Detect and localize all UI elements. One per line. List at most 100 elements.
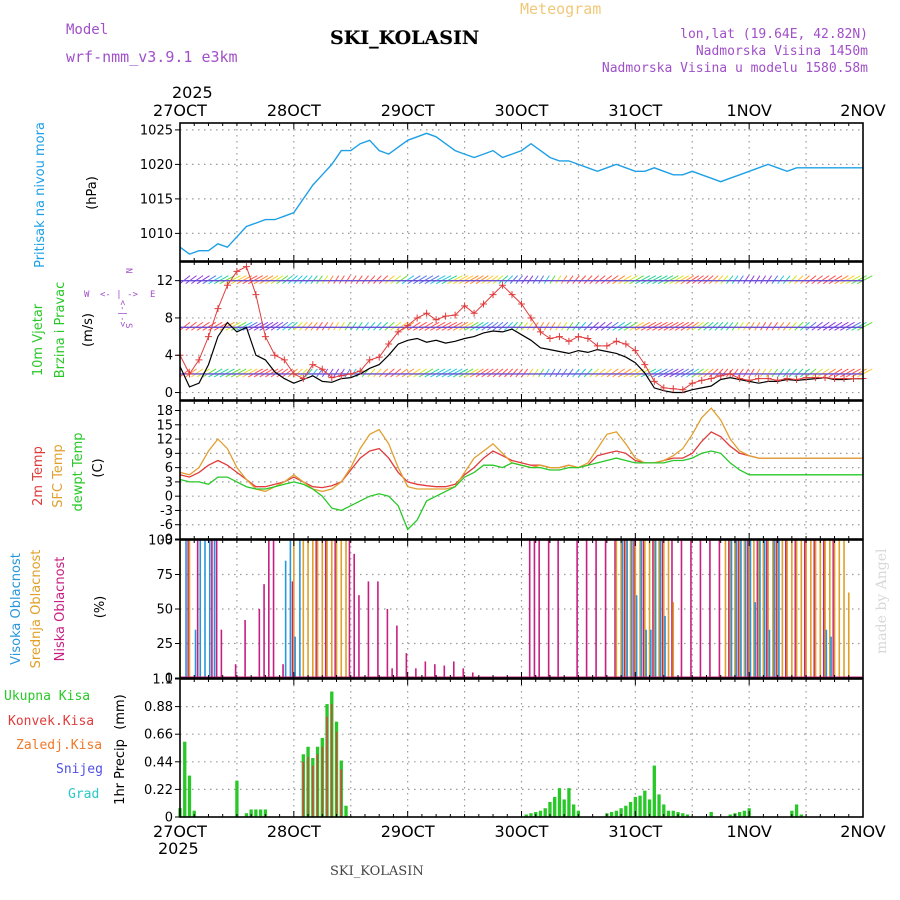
precip-total-bar: [666, 810, 671, 817]
wind-barb: [418, 368, 434, 378]
wind-barb: [293, 275, 303, 285]
wind-gust-marker: [527, 314, 535, 322]
wind-gust-marker: [774, 376, 782, 384]
wind-barb: [515, 275, 524, 284]
wind-barb: [470, 321, 484, 331]
wind-barb: [481, 321, 494, 331]
precip-total-bar: [553, 796, 557, 817]
year-bottom: 2025: [158, 839, 199, 858]
wind-barb: [578, 321, 587, 331]
panel-frame: [179, 400, 864, 540]
wind-barb: [498, 275, 509, 285]
wind-barb: [595, 321, 606, 331]
wind-barb: [225, 368, 241, 378]
wind-barb: [714, 321, 724, 331]
wind-barb: [737, 275, 744, 284]
wind-barb: [458, 275, 474, 285]
wind-barb: [703, 321, 714, 331]
wind-barb: [600, 368, 613, 378]
wind-barb: [259, 321, 274, 331]
frame-layer: [179, 122, 864, 818]
y-tick-label: 0: [165, 490, 173, 505]
precip-legend-0: Ukupna Kisa: [4, 689, 90, 704]
wind-barb: [765, 321, 773, 331]
wind-barb: [413, 321, 428, 331]
temp-ylabel-d: (C): [91, 458, 106, 477]
x-day-label-top: 2NOV: [840, 101, 885, 120]
wind-barb: [236, 368, 253, 378]
wind-barb: [384, 321, 395, 331]
compass-e: E: [150, 290, 155, 300]
wind-barb: [549, 322, 556, 331]
precip-total-bar: [657, 794, 661, 817]
wind-barb: [686, 321, 700, 331]
wind-barb: [287, 321, 298, 331]
wind-gust-marker: [233, 267, 241, 275]
wind-barb: [287, 275, 298, 285]
wind-barb: [526, 368, 534, 378]
wind-gust-marker: [423, 309, 431, 317]
wind-barb: [464, 321, 479, 331]
meteogram-label: Meteogram: [520, 0, 601, 18]
wind-barb: [697, 368, 709, 378]
wind-ylabel-c: (m/s): [81, 313, 96, 347]
wind-barb: [646, 321, 662, 331]
wind-barb: [202, 321, 217, 331]
y-tick-label: 1010: [140, 227, 173, 242]
precip-total-bar: [258, 809, 263, 817]
wind-barb: [612, 368, 626, 378]
precip-total-bar: [192, 810, 196, 817]
wind-barb: [652, 321, 668, 331]
wind-barb: [299, 368, 308, 378]
wind-barb: [418, 321, 434, 331]
wind-barb: [316, 275, 323, 284]
x-day-label-bottom: 2NOV: [840, 822, 885, 841]
wind-barb: [236, 321, 253, 331]
precip-total-bar: [344, 805, 348, 817]
wind-barb: [731, 321, 739, 331]
wind-barb: [373, 321, 382, 331]
wind-barb: [845, 321, 861, 331]
wind-barb: [293, 321, 303, 331]
wind-barb: [350, 275, 357, 284]
precip-total-bar: [263, 809, 268, 817]
wind-barb: [543, 368, 550, 378]
wind-gust-marker: [185, 370, 193, 378]
precip-total-bar: [633, 796, 637, 817]
wind-barb: [265, 368, 279, 378]
grid-layer: [180, 123, 863, 817]
wind-gust-marker: [755, 375, 763, 383]
wind-barb: [743, 275, 750, 284]
wind-barb: [492, 321, 504, 331]
wind-barb: [737, 321, 744, 331]
wind-barb: [242, 368, 258, 378]
precip-total-bar: [538, 810, 543, 817]
temp-ylabel-c: dewpt Temp: [71, 432, 86, 511]
wind-barb: [225, 275, 241, 285]
wind-barb: [259, 275, 274, 285]
wind-barb: [617, 275, 632, 285]
temp-dew-line: [179, 450, 863, 531]
y-tick-label: 0.44: [144, 755, 173, 770]
wind-barb: [248, 321, 263, 331]
wind-barb: [771, 321, 779, 331]
wind-barb: [407, 275, 421, 285]
wind-gust-marker: [366, 356, 374, 364]
wind-barb: [805, 368, 817, 378]
wind-barb: [447, 321, 463, 331]
y-tick-label: 3: [165, 475, 173, 490]
wind-barb: [560, 275, 568, 284]
compass-legend: N W <- | -> E <-|-> S: [84, 268, 155, 328]
wind-barb: [253, 368, 269, 378]
wind-barb: [805, 275, 817, 285]
precip-total-bar: [562, 799, 566, 817]
wind-barb: [635, 275, 651, 285]
wind-barb: [441, 275, 458, 285]
wind-barb: [595, 368, 606, 378]
wind-barb: [378, 368, 389, 378]
wind-gust-marker: [593, 342, 601, 350]
wind-barb: [179, 321, 191, 331]
wind-barb: [276, 275, 289, 285]
wind-barb: [248, 368, 263, 378]
wind-gust-marker: [432, 316, 440, 324]
